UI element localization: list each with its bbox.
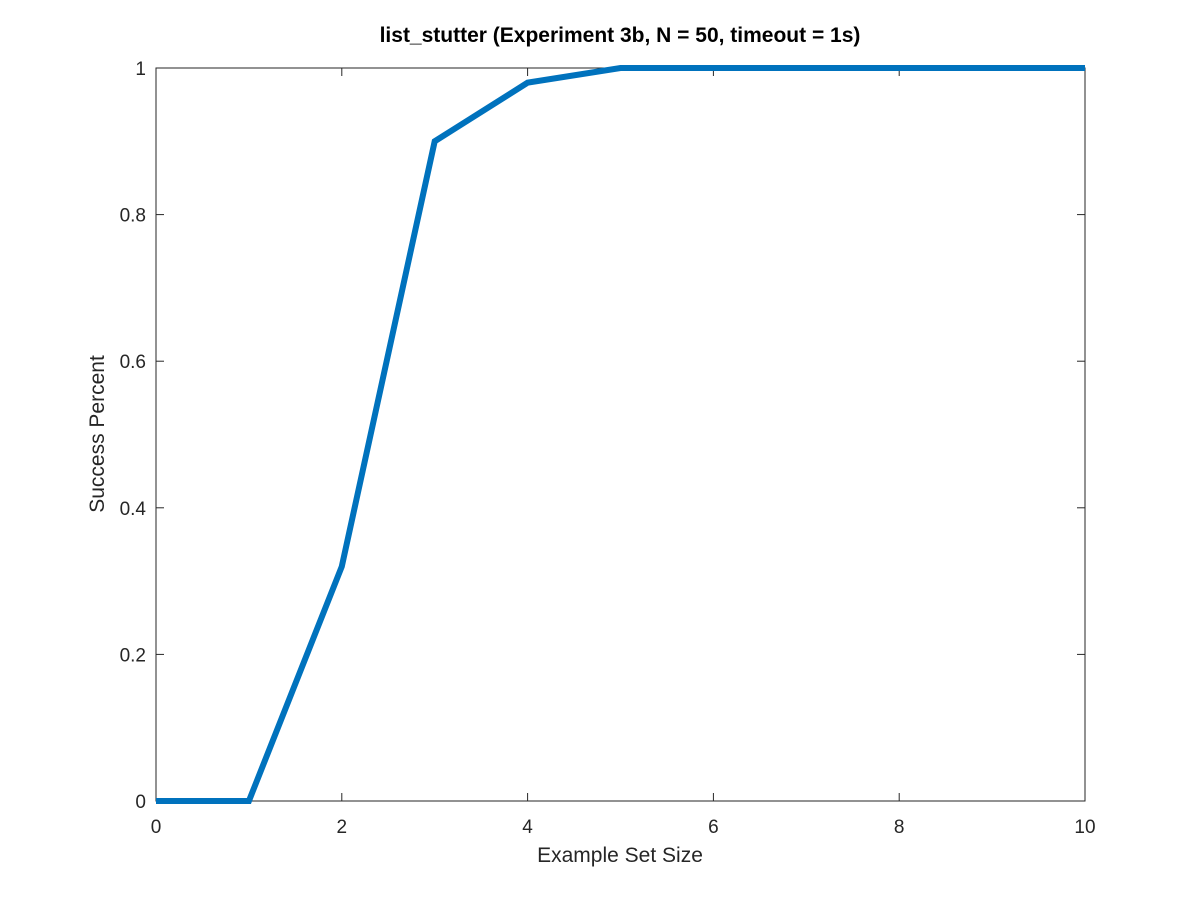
series-group [156, 65, 1085, 804]
x-tick-label: 2 [337, 817, 348, 838]
y-tick-label: 0.4 [120, 499, 147, 520]
x-axis-label: Example Set Size [537, 844, 703, 867]
axes-box [155, 67, 1086, 802]
y-tick-label: 0.2 [120, 645, 146, 666]
series-line [156, 65, 1085, 804]
y-axis-label: Success Percent [86, 355, 109, 513]
y-tick-label: 0 [135, 792, 146, 813]
x-tick-label: 0 [151, 817, 162, 838]
y-tick-label: 1 [135, 59, 146, 80]
y-tick-label: 0.6 [120, 352, 146, 373]
x-tick-label: 10 [1074, 817, 1095, 838]
x-tick-label: 6 [708, 817, 719, 838]
y-tick-label: 0.8 [120, 206, 146, 227]
x-tick-label: 8 [894, 817, 905, 838]
x-tick-label: 4 [522, 817, 533, 838]
chart-title: list_stutter (Experiment 3b, N = 50, tim… [380, 24, 861, 47]
